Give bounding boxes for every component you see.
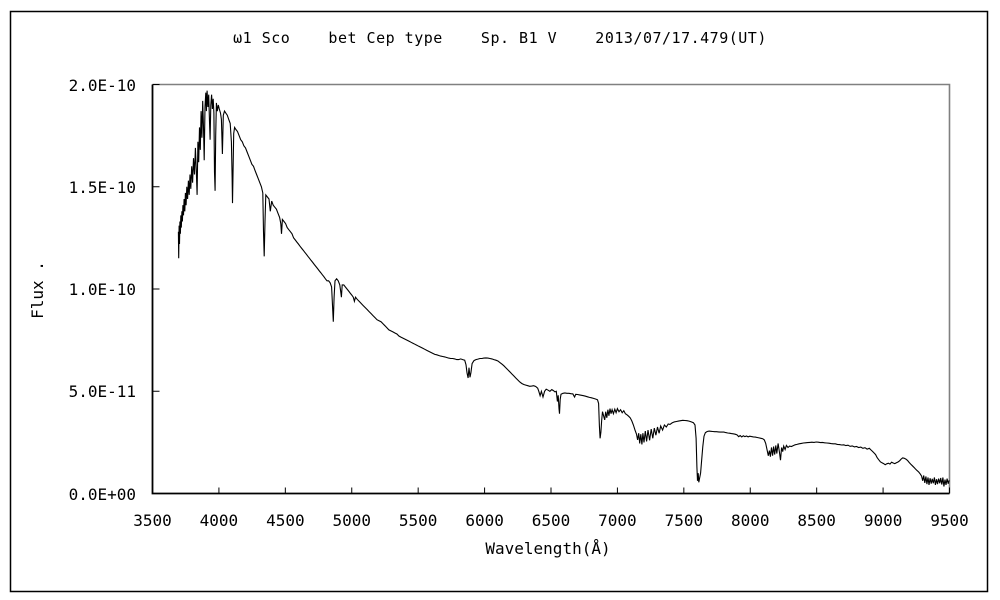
- x-tick-label: 5500: [398, 511, 438, 530]
- plot-box-axes: [151, 84, 950, 495]
- y-axis-title: Flux .: [28, 261, 47, 319]
- chart-title: ω1 Sco bet Cep type Sp. B1 V 2013/07/17.…: [233, 29, 767, 47]
- x-tick-label: 9000: [863, 511, 903, 530]
- x-tick-label: 7000: [598, 511, 637, 530]
- x-tick-label: 4000: [199, 511, 239, 530]
- spectrum-line: [177, 90, 950, 487]
- y-tick-label: 2.0E-10: [68, 75, 136, 95]
- x-tick-label: 5000: [332, 511, 372, 530]
- x-tick-label: 3500: [133, 511, 172, 530]
- x-tick-label: 9500: [930, 511, 969, 530]
- axis-tick-marks: [152, 84, 950, 494]
- y-tick-label: 0.0E+00: [68, 484, 136, 504]
- y-tick-label: 5.0E-11: [68, 382, 136, 402]
- x-tick-label: 7500: [664, 511, 704, 530]
- y-tick-label: 1.5E-10: [68, 177, 136, 197]
- plot-box-top-right: [152, 83, 951, 494]
- x-tick-label: 8000: [730, 511, 770, 530]
- x-axis-title: Wavelength(Å): [485, 539, 611, 558]
- y-tick-label: 1.0E-10: [68, 280, 136, 299]
- x-tick-label: 8500: [797, 511, 836, 530]
- x-tick-label: 4500: [266, 511, 305, 530]
- x-tick-label: 6000: [465, 511, 504, 530]
- figure-outer-border: [9, 10, 989, 593]
- x-tick-label: 6500: [531, 511, 571, 530]
